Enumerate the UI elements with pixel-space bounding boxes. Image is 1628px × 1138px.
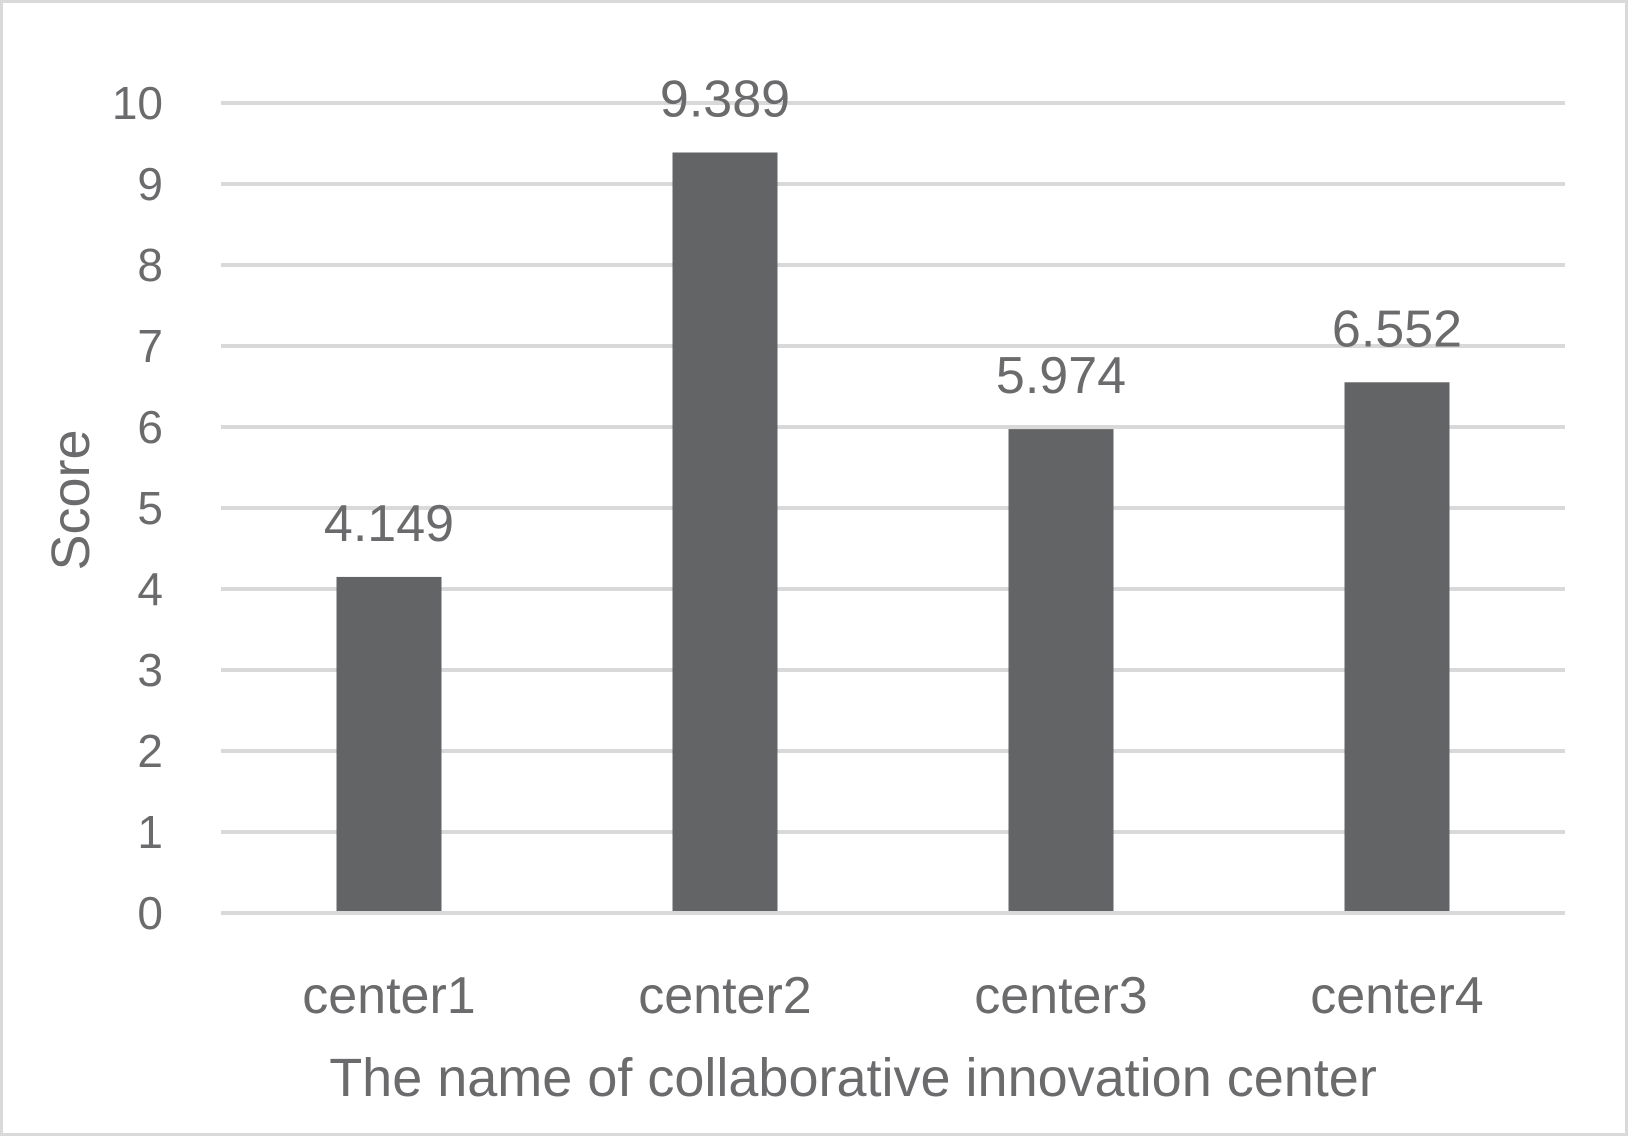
y-axis-ticks: 0 1 2 3 4 5 6 7 8 9 10: [112, 77, 163, 939]
data-label-center2: 9.389: [660, 70, 790, 128]
bar-center2: [672, 152, 778, 912]
y-axis-title: Score: [41, 429, 101, 570]
x-axis-title: The name of collaborative innovation cen…: [329, 1048, 1377, 1108]
bar-center1: [336, 576, 442, 911]
x-category-label: center1: [302, 967, 475, 1025]
x-category-label: center4: [1310, 967, 1483, 1025]
data-labels: 4.149 9.389 5.974 6.552: [324, 70, 1462, 552]
bar-center3: [1008, 429, 1114, 911]
data-label-center3: 5.974: [996, 347, 1126, 405]
y-tick-label: 3: [137, 644, 163, 696]
y-tick-label: 0: [137, 887, 163, 939]
y-tick-label: 9: [137, 158, 163, 210]
x-axis-categories: center1 center2 center3 center4: [302, 967, 1483, 1025]
gridlines: [221, 101, 1565, 915]
x-category-label: center3: [974, 967, 1147, 1025]
y-tick-label: 10: [112, 77, 163, 129]
y-tick-label: 2: [137, 725, 163, 777]
y-tick-label: 8: [137, 239, 163, 291]
y-tick-label: 1: [137, 806, 163, 858]
y-tick-label: 7: [137, 320, 163, 372]
y-tick-label: 5: [137, 482, 163, 534]
bar-center4: [1344, 382, 1450, 912]
data-label-center4: 6.552: [1332, 300, 1462, 358]
data-label-center1: 4.149: [324, 495, 454, 553]
y-tick-label: 4: [137, 563, 163, 615]
bar-chart: 0 1 2 3 4 5 6 7 8 9 10 4.149 9.389 5.974 6.552 center…: [41, 70, 1565, 1108]
y-tick-label: 6: [137, 401, 163, 453]
bars: [336, 152, 1450, 912]
x-category-label: center2: [638, 967, 811, 1025]
